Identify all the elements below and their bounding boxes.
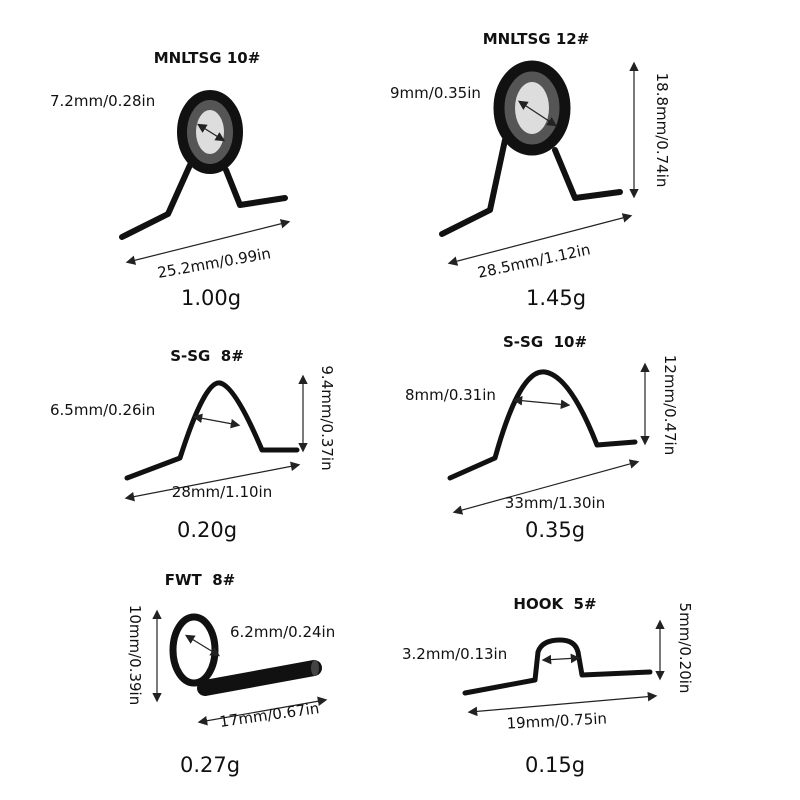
inner-dimension (512, 395, 571, 410)
inner-label: 7.2mm/0.28in (50, 92, 155, 110)
length-label: 25.2mm/0.99in (156, 244, 272, 282)
length-label: 28mm/1.10in (172, 483, 272, 501)
item-name: MNLTSG 12# (483, 30, 590, 48)
height-label: 5mm/0.20in (676, 603, 694, 694)
guide-mnltsg-12: MNLTSG 12# 9mm/0.35in 18.8mm/0.74in 28.5… (390, 30, 671, 310)
length-label: 17mm/0.67in (218, 699, 320, 731)
length-dimension (452, 459, 640, 515)
inner-dimension (192, 413, 241, 429)
inner-dimension (184, 634, 221, 657)
ring-insert (515, 82, 549, 134)
inner-label: 9mm/0.35in (390, 84, 481, 102)
weight-label: 1.00g (181, 286, 241, 310)
guide-wire (124, 380, 300, 481)
length-dimension (447, 213, 633, 266)
weight-label: 0.20g (177, 518, 237, 542)
weight-label: 0.15g (525, 753, 585, 777)
guide-legs (119, 162, 288, 240)
guide-mnltsg-10: MNLTSG 10# 7.2mm/0.28in 25.2mm/0.99in 1.… (50, 49, 291, 310)
length-label: 19mm/0.75in (506, 709, 607, 732)
weight-label: 0.27g (180, 753, 240, 777)
height-label: 9.4mm/0.37in (318, 365, 336, 470)
weight-label: 1.45g (526, 286, 586, 310)
length-dimension (467, 691, 658, 717)
inner-dimension (196, 123, 226, 142)
item-name: S-SG 8# (170, 347, 244, 365)
length-dimension (197, 696, 328, 726)
item-name: FWT 8# (165, 571, 235, 589)
length-dimension (124, 461, 301, 502)
guide-fwt-8: FWT 8# 6.2mm/0.24in 10mm/0.39in 17mm/0.6… (126, 571, 335, 777)
item-name: HOOK 5# (513, 595, 596, 613)
guide-hook-5: HOOK 5# 3.2mm/0.13in 5mm/0.20in 19mm/0.7… (402, 595, 694, 777)
inner-dimension (517, 100, 558, 127)
item-name: S-SG 10# (503, 333, 587, 351)
item-name: MNLTSG 10# (154, 49, 261, 67)
guide-s-sg-10: S-SG 10# 8mm/0.31in 12mm/0.47in 33mm/1.3… (405, 333, 679, 542)
height-label: 10mm/0.39in (126, 605, 144, 705)
weight-label: 0.35g (525, 518, 585, 542)
length-label: 28.5mm/1.12in (476, 240, 592, 281)
inner-label: 6.2mm/0.24in (230, 623, 335, 641)
guide-s-sg-8: S-SG 8# 6.5mm/0.26in 9.4mm/0.37in 28mm/1… (50, 347, 336, 542)
length-dimension (125, 219, 291, 265)
inner-label: 8mm/0.31in (405, 386, 496, 404)
height-label: 18.8mm/0.74in (653, 73, 671, 188)
inner-dimension (541, 653, 581, 665)
guide-stem (197, 660, 322, 696)
height-label: 12mm/0.47in (661, 355, 679, 455)
length-label: 33mm/1.30in (505, 494, 605, 512)
inner-label: 6.5mm/0.26in (50, 401, 155, 419)
guide-wire (447, 369, 638, 481)
stem-end (311, 660, 319, 676)
guide-wire (462, 637, 653, 696)
inner-label: 3.2mm/0.13in (402, 645, 507, 663)
